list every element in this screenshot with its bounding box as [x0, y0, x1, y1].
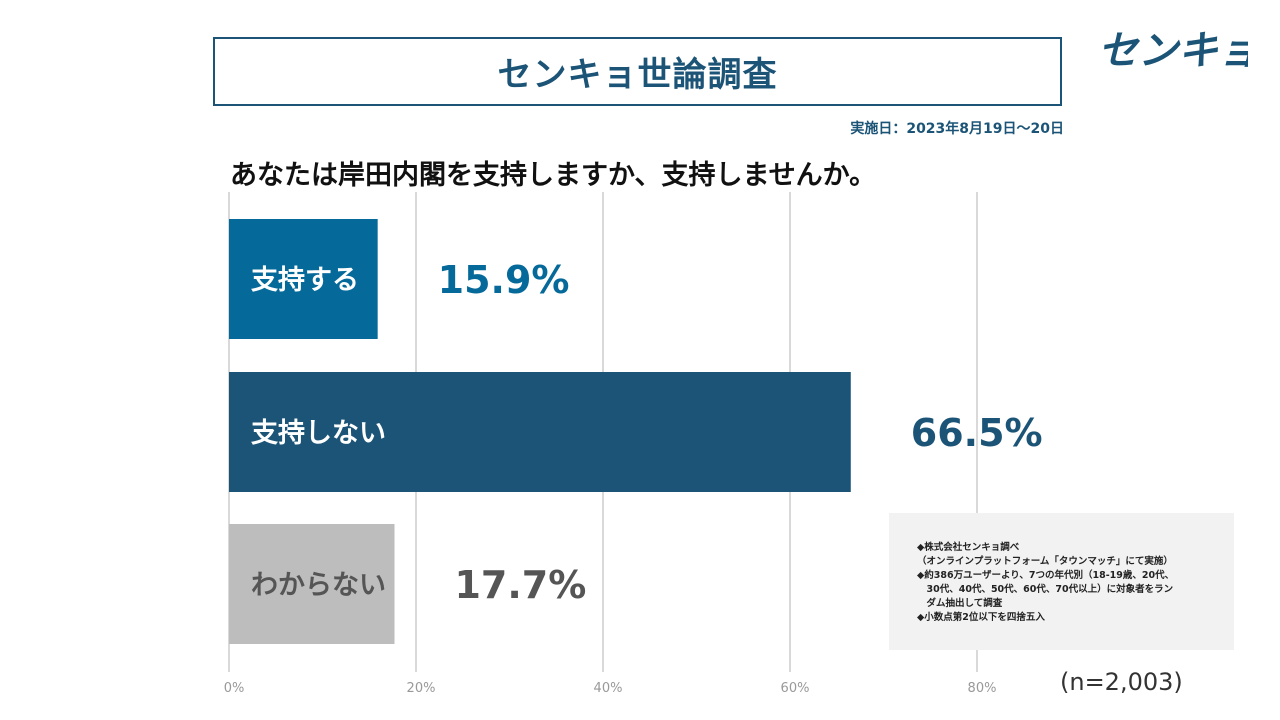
value-label: 17.7% — [454, 563, 586, 607]
survey-date: 実施日：2023年8月19日～20日 — [850, 121, 1064, 137]
note-line: ◆小数点第2位以下を四捨五入 — [917, 612, 1045, 623]
note-line: （オンラインプラットフォーム「タウンマッチ」にて実施） — [917, 556, 1173, 567]
note-line: ◆約386万ユーザーより、7つの年代別（18-19歳、20代、 — [917, 570, 1175, 581]
category-label: わからない — [251, 570, 386, 601]
value-label: 15.9% — [438, 258, 570, 302]
bar — [229, 524, 395, 644]
value-label: 66.5% — [911, 411, 1043, 455]
notes-box: ◆株式会社センキョ調べ （オンラインプラットフォーム「タウンマッチ」にて実施） … — [889, 513, 1234, 650]
x-tick-label: 20% — [407, 681, 436, 696]
survey-question: あなたは岸田内閣を支持しますか、支持しませんか。 — [230, 160, 877, 191]
note-line: ◆株式会社センキョ調べ — [917, 542, 1020, 553]
logo-text: センキョ — [1098, 28, 1248, 72]
sample-size: (n=2,003) — [1060, 668, 1183, 696]
brand-logo: センキョ — [1098, 28, 1248, 72]
category-label: 支持する — [251, 265, 359, 296]
x-tick-label: 0% — [224, 681, 245, 696]
x-tick-label: 60% — [781, 681, 810, 696]
bar — [229, 219, 378, 339]
x-tick-label: 40% — [594, 681, 623, 696]
bar — [229, 372, 851, 492]
category-label: 支持しない — [251, 418, 386, 449]
x-tick-label: 80% — [968, 681, 997, 696]
note-line: 30代、40代、50代、60代、70代以上）に対象者をラン — [917, 584, 1174, 595]
note-line: ダム抽出して調査 — [917, 598, 1003, 609]
survey-title: センキョ世論調査 — [213, 37, 1062, 106]
